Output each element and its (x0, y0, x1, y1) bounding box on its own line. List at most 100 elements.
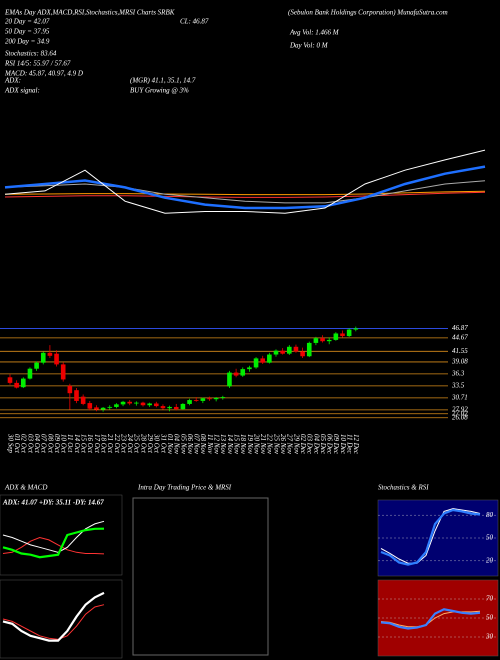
candle-body (80, 396, 86, 404)
x-tick-label: 29 Oct (146, 434, 154, 454)
candle-body (87, 403, 93, 409)
candle-body (280, 350, 285, 354)
candle-body (167, 406, 172, 409)
y-tick-label: 50 (486, 614, 494, 622)
adx-values: (MGR) 41.1, 35.1, 14.7 (130, 77, 196, 85)
candle-body (21, 378, 26, 388)
candle-body (127, 401, 132, 404)
panel-label: ADX: 41.07 +DY: 35.11 -DY: 14.67 (2, 499, 104, 507)
candle-body (247, 367, 252, 370)
indicator-line (4, 149, 486, 214)
x-tick-label: 06 Nov (186, 434, 194, 455)
panel-title: Stochastics & RSI (378, 484, 429, 492)
panel-title: ADX & MACD (4, 484, 47, 492)
indicator-line (2, 520, 105, 553)
x-tick-label: 28 Oct (139, 434, 147, 454)
x-tick-label: 25 Nov (272, 434, 280, 455)
x-tick-label: 26 Nov (279, 434, 287, 455)
indicator-line (380, 608, 481, 630)
stat: 20 Day = 42.07 (5, 18, 50, 26)
x-tick-label: 16 Oct (86, 434, 94, 454)
candle-body (94, 407, 99, 410)
indicator-line (380, 508, 481, 566)
y-tick-label: 44.67 (452, 334, 468, 342)
x-tick-label: 21 Oct (106, 434, 114, 454)
stat: Stochastics: 83.64 (5, 50, 57, 58)
x-tick-label: 15 Oct (80, 434, 88, 454)
y-tick-label: 27.92 (452, 405, 468, 413)
candle-body (207, 398, 212, 400)
x-tick-label: 01 Nov (166, 434, 174, 455)
candle-body (140, 402, 146, 406)
candle-body (333, 333, 339, 340)
x-tick-label: 22 Oct (113, 434, 121, 454)
adx-signal-label: ADX signal: (4, 87, 40, 95)
y-tick-label: 30 (485, 633, 494, 641)
x-tick-label: 22 Nov (266, 434, 274, 455)
candle-body (147, 403, 152, 406)
y-tick-label: 36.3 (451, 369, 465, 377)
day-vol: Day Vol: 0 M (289, 42, 329, 50)
header-title: EMAs Day ADX,MACD,RSI,Stochastics,MRSI C… (4, 9, 175, 17)
candle-body (353, 328, 359, 330)
candle-body (160, 406, 166, 409)
candle-body (187, 400, 192, 404)
y-tick-label: 33.5 (451, 382, 465, 390)
candle-body (293, 346, 299, 352)
y-tick-label: 26.08 (452, 413, 468, 421)
candle-body (346, 329, 352, 337)
x-tick-label: 11 Dec (346, 434, 354, 454)
indicator-line (2, 536, 105, 555)
candle-body (193, 400, 199, 401)
x-tick-label: 23 Oct (119, 434, 127, 454)
panel-bg (0, 579, 123, 659)
x-tick-label: 20 Nov (252, 434, 260, 455)
x-tick-label: 07 Nov (193, 434, 201, 455)
candle-body (120, 401, 126, 405)
x-tick-label: 08 Oct (46, 434, 54, 454)
candle-body (173, 406, 179, 410)
x-tick-label: 21 Nov (259, 434, 267, 455)
x-tick-label: 10 Dec (339, 434, 347, 455)
x-tick-label: 06 Dec (326, 434, 334, 455)
candle-body (320, 338, 325, 342)
close: CL: 46.87 (180, 18, 209, 26)
adx-label: ADX: (4, 77, 21, 85)
x-tick-label: 18 Nov (239, 434, 247, 455)
x-tick-label: 17 Oct (93, 434, 101, 454)
x-tick-label: 11 Nov (206, 434, 214, 454)
candle-body (287, 346, 292, 354)
candle-body (300, 351, 305, 357)
x-tick-label: 31 Oct (159, 433, 167, 454)
x-tick-label: 04 Oct (33, 434, 41, 454)
candle-body (267, 354, 272, 363)
y-tick-label: 27.02 (452, 409, 468, 417)
y-tick-label: 46.87 (452, 324, 468, 332)
candle-body (227, 372, 232, 387)
stat: 200 Day = 34.9 (5, 38, 50, 46)
x-tick-label: 13 Nov (219, 434, 227, 455)
x-tick-label: 03 Oct (26, 434, 34, 454)
x-tick-label: 12 Nov (213, 434, 221, 455)
candle-body (40, 352, 46, 363)
x-tick-label: 01 Oct (13, 434, 21, 454)
candle-body (54, 353, 59, 365)
indicator-line (2, 591, 105, 642)
x-tick-label: 29 Nov (292, 434, 300, 455)
candle-body (47, 352, 53, 356)
x-tick-label: 11 Oct (66, 434, 74, 453)
stat: MACD: 45.87, 40.97, 4.9 D (4, 70, 83, 78)
candle-body (200, 398, 206, 401)
x-tick-label: 04 Nov (173, 434, 181, 455)
x-tick-label: 02 Dec (299, 434, 307, 455)
y-tick-label: 39.08 (451, 358, 468, 366)
x-tick-label: 15 Nov (232, 434, 240, 455)
candle-body (67, 385, 73, 394)
x-tick-label: 30 Sep (6, 433, 14, 453)
candle-body (273, 350, 279, 355)
x-tick-label: 05 Nov (179, 434, 187, 455)
candle-body (34, 362, 39, 369)
candle-body (213, 397, 219, 400)
